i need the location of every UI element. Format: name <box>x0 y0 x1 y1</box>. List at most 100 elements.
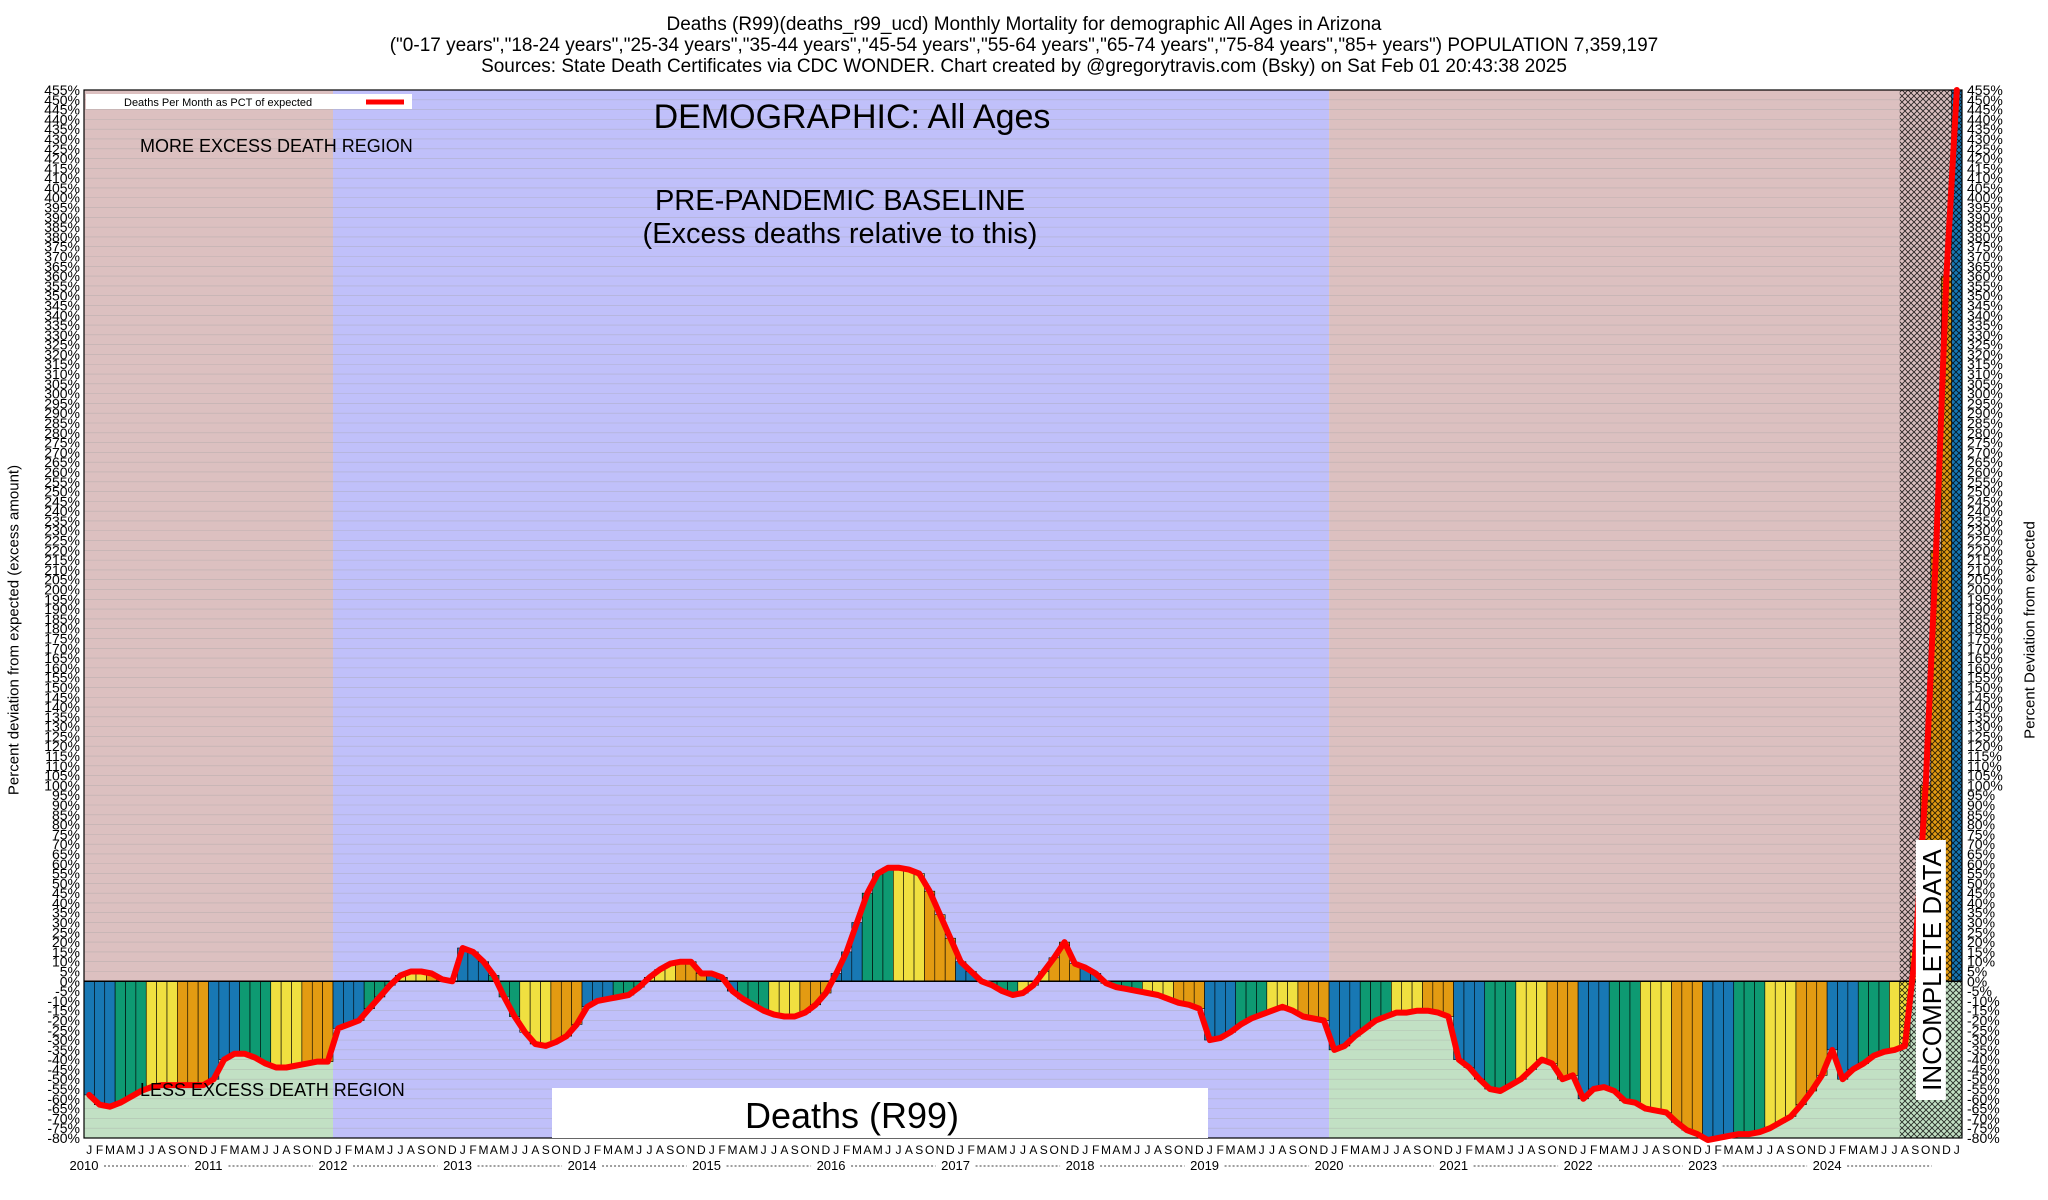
bar <box>882 867 894 982</box>
y-tick-label-left: 110% <box>45 758 80 774</box>
x-year-label: 2021 <box>1439 1158 1468 1173</box>
y-tick-label-right: 35% <box>1967 905 1995 921</box>
y-tick-label-right: 310% <box>1967 366 2003 382</box>
y-tick-label-right: 450% <box>1967 92 2003 108</box>
bar <box>332 980 344 1029</box>
y-tick-label-left: 300% <box>44 386 80 402</box>
bar <box>768 980 780 1015</box>
y-tick-label-left: 290% <box>44 405 80 421</box>
bar <box>778 980 790 1017</box>
chart-header-line-3: Sources: State Death Certificates via CD… <box>481 56 1567 77</box>
x-month-label: N <box>1309 1143 1318 1157</box>
x-month-label: J <box>761 1143 767 1157</box>
x-month-label: F <box>1714 1143 1721 1157</box>
y-tick-label-right: 345% <box>1967 297 2003 313</box>
y-tick-label-right: -75% <box>1967 1120 2000 1136</box>
y-tick-label-left: 95% <box>52 787 80 803</box>
y-tick-label-left: 105% <box>44 768 80 784</box>
x-month-label: O <box>800 1143 809 1157</box>
x-month-label: J <box>1767 1143 1773 1157</box>
x-year-label: 2024 <box>1813 1158 1842 1173</box>
x-month-label: O <box>676 1143 685 1157</box>
y-tick-label-right: 25% <box>1967 924 1995 940</box>
x-month-label: A <box>1776 1143 1784 1157</box>
x-month-label: N <box>313 1143 322 1157</box>
y-tick-label-right: 10% <box>1967 954 1995 970</box>
y-tick-label-right: -20% <box>1967 1012 2000 1028</box>
y-tick-label-right: 220% <box>1967 542 2003 558</box>
y-tick-label-right: 50% <box>1967 875 1995 891</box>
y-tick-label-right: 260% <box>1967 464 2003 480</box>
y-tick-label-right: 320% <box>1967 346 2003 362</box>
x-month-label: M <box>727 1143 737 1157</box>
y-tick-label-left: 200% <box>44 582 80 598</box>
x-month-label: J <box>273 1143 279 1157</box>
y-tick-label-right: 200% <box>1967 582 2003 598</box>
y-tick-label-right: 170% <box>1967 640 2003 656</box>
x-month-label: O <box>427 1143 436 1157</box>
bar <box>1774 980 1786 1123</box>
y-tick-label-right: 40% <box>1967 895 1995 911</box>
x-month-label: J <box>1269 1143 1275 1157</box>
y-tick-label-left: 145% <box>44 689 80 705</box>
x-month-label: J <box>1456 1143 1462 1157</box>
bar <box>1276 980 1288 1008</box>
bar <box>83 980 95 1096</box>
bar <box>197 980 209 1086</box>
y-tick-label-right: 0% <box>1967 973 1987 989</box>
x-month-label: J <box>1892 1143 1898 1157</box>
x-month-label: A <box>1901 1143 1909 1157</box>
y-tick-label-left: 195% <box>44 591 80 607</box>
y-tick-label-left: 215% <box>44 552 80 568</box>
y-tick-label-left: 140% <box>44 699 80 715</box>
y-tick-label-right: 5% <box>1967 963 1987 979</box>
x-month-label: N <box>1060 1143 1069 1157</box>
bar <box>540 980 552 1047</box>
y-tick-label-left: 120% <box>44 738 80 754</box>
x-month-label: N <box>1683 1143 1692 1157</box>
y-tick-label-right: 335% <box>1967 317 2003 333</box>
x-month-label: J <box>709 1143 715 1157</box>
x-month-label: J <box>1145 1143 1151 1157</box>
x-month-label: D <box>1444 1143 1453 1157</box>
x-month-label: F <box>967 1143 974 1157</box>
x-month-label: S <box>791 1143 799 1157</box>
y-tick-label-right: 160% <box>1967 660 2003 676</box>
x-month-label: M <box>126 1143 136 1157</box>
y-tick-label-left: 55% <box>52 866 80 882</box>
y-axis-left: -80%-75%-70%-65%-60%-55%-50%-45%-40%-35%… <box>44 82 80 1146</box>
y-axis-left-label: Percent deviation from expected (excess … <box>5 464 23 796</box>
excess-region-pre <box>84 90 334 982</box>
bar <box>1640 980 1652 1109</box>
x-year-label: 2022 <box>1564 1158 1593 1173</box>
y-tick-label-right: -55% <box>1967 1081 2000 1097</box>
x-month-label: J <box>833 1143 839 1157</box>
bar <box>1764 980 1776 1129</box>
y-tick-label-left: -80% <box>47 1130 80 1146</box>
y-tick-label-right: 235% <box>1967 513 2003 529</box>
x-month-label: J <box>148 1143 154 1157</box>
y-tick-label-left: 285% <box>44 415 80 431</box>
y-tick-label-left: 25% <box>52 924 80 940</box>
y-tick-label-right: 305% <box>1967 376 2003 392</box>
x-month-label: N <box>1185 1143 1194 1157</box>
y-tick-label-right: 435% <box>1967 121 2003 137</box>
bar <box>125 980 137 1098</box>
y-tick-label-right: 245% <box>1967 493 2003 509</box>
y-tick-label-right: 30% <box>1967 915 1995 931</box>
x-month-label: M <box>852 1143 862 1157</box>
y-tick-label-right: -10% <box>1967 993 2000 1009</box>
y-tick-label-right: 65% <box>1967 846 1995 862</box>
x-month-label: J <box>1082 1143 1088 1157</box>
bar <box>228 980 240 1055</box>
x-month-label: S <box>915 1143 923 1157</box>
x-month-label: D <box>946 1143 955 1157</box>
y-tick-label-right: 150% <box>1967 679 2003 695</box>
x-month-label: J <box>263 1143 269 1157</box>
x-month-label: F <box>1216 1143 1223 1157</box>
y-tick-label-left: 335% <box>44 317 80 333</box>
y-tick-label-left: 100% <box>44 777 80 793</box>
bar <box>1754 980 1766 1133</box>
y-tick-label-right: 285% <box>1967 415 2003 431</box>
